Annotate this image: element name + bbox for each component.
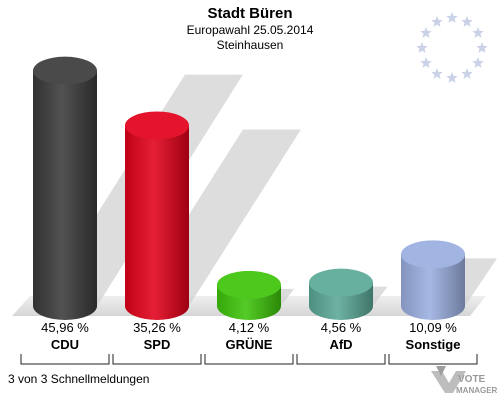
chart-title: Stadt Büren [207, 5, 292, 22]
chart-district: Steinhausen [217, 38, 284, 52]
category-bracket-1 [112, 354, 202, 365]
logo-text-manager: MANAGER [456, 386, 498, 395]
status-text: 3 von 3 Schnellmeldungen [8, 372, 149, 386]
eu-stars-icon [416, 12, 488, 83]
category-bracket-3 [296, 354, 386, 365]
eu-star-7 [420, 27, 432, 38]
vote-manager-logo-icon: VOTE MANAGER [431, 366, 498, 395]
category-label-3: AfD [329, 337, 352, 352]
bar-sonstige [401, 240, 465, 320]
eu-star-11 [472, 27, 484, 38]
bar-cdu [33, 56, 97, 320]
logo-text-vote: VOTE [458, 374, 486, 385]
eu-star-1 [472, 57, 484, 68]
bar-spd [125, 111, 189, 320]
eu-star-2 [461, 67, 473, 79]
value-label-3: 4,56 % [321, 320, 362, 335]
chart-subtitle: Europawahl 25.05.2014 [187, 23, 314, 37]
value-label-4: 10,09 % [409, 320, 457, 335]
category-label-4: Sonstige [406, 337, 461, 352]
bar-group [33, 56, 498, 320]
eu-star-8 [431, 16, 443, 27]
eu-star-3 [446, 72, 458, 83]
value-label-2: 4,12 % [229, 320, 270, 335]
eu-star-0 [476, 42, 488, 53]
category-label-2: GRÜNE [226, 337, 273, 352]
eu-star-6 [416, 42, 428, 53]
bar-grüne [217, 270, 281, 320]
eu-star-4 [431, 67, 443, 79]
value-label-0: 45,96 % [41, 320, 89, 335]
eu-star-5 [420, 57, 432, 68]
category-label-0: CDU [51, 337, 79, 352]
value-label-1: 35,26 % [133, 320, 181, 335]
category-bracket-2 [204, 354, 294, 365]
category-bracket-4 [388, 354, 478, 365]
category-label-1: SPD [144, 337, 171, 352]
category-bracket-0 [20, 354, 110, 365]
bar-afd [309, 268, 373, 320]
label-group: 45,96 % CDU 35,26 % SPD 4,12 % GRÜNE 4,56 % AfD… [20, 320, 478, 365]
eu-star-9 [446, 12, 458, 23]
eu-star-10 [461, 16, 473, 27]
